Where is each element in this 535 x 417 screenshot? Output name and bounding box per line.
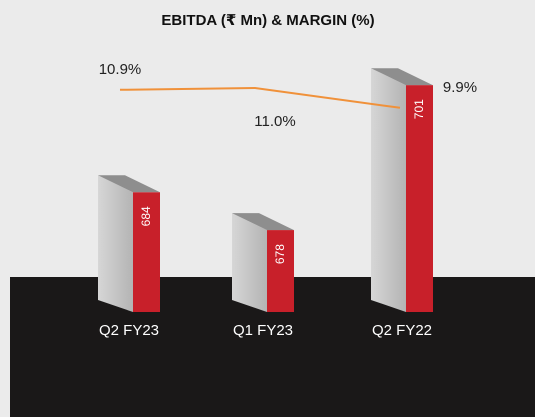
bar-side bbox=[371, 68, 406, 312]
line-label: 10.9% bbox=[99, 61, 142, 78]
data-label: 684 bbox=[139, 206, 153, 226]
line-label: 11.0% bbox=[254, 113, 295, 130]
bar bbox=[133, 192, 160, 312]
x-tick-label: Q2 FY23 bbox=[99, 322, 159, 339]
bar bbox=[406, 85, 433, 312]
bar-top bbox=[371, 68, 433, 86]
x-tick-label: Q2 FY22 bbox=[372, 322, 432, 339]
bar-top bbox=[232, 213, 294, 231]
bar-top bbox=[98, 175, 160, 193]
data-label: 701 bbox=[412, 99, 426, 119]
bar bbox=[267, 230, 294, 312]
chart-title: EBITDA (₹ Mn) & MARGIN (%) bbox=[161, 12, 374, 29]
x-tick-label: Q1 FY23 bbox=[233, 322, 293, 339]
bar-side bbox=[232, 213, 267, 312]
bar-side bbox=[98, 175, 133, 312]
line bbox=[119, 86, 401, 109]
data-label: 678 bbox=[273, 244, 287, 264]
line-label: 9.9% bbox=[443, 79, 477, 96]
